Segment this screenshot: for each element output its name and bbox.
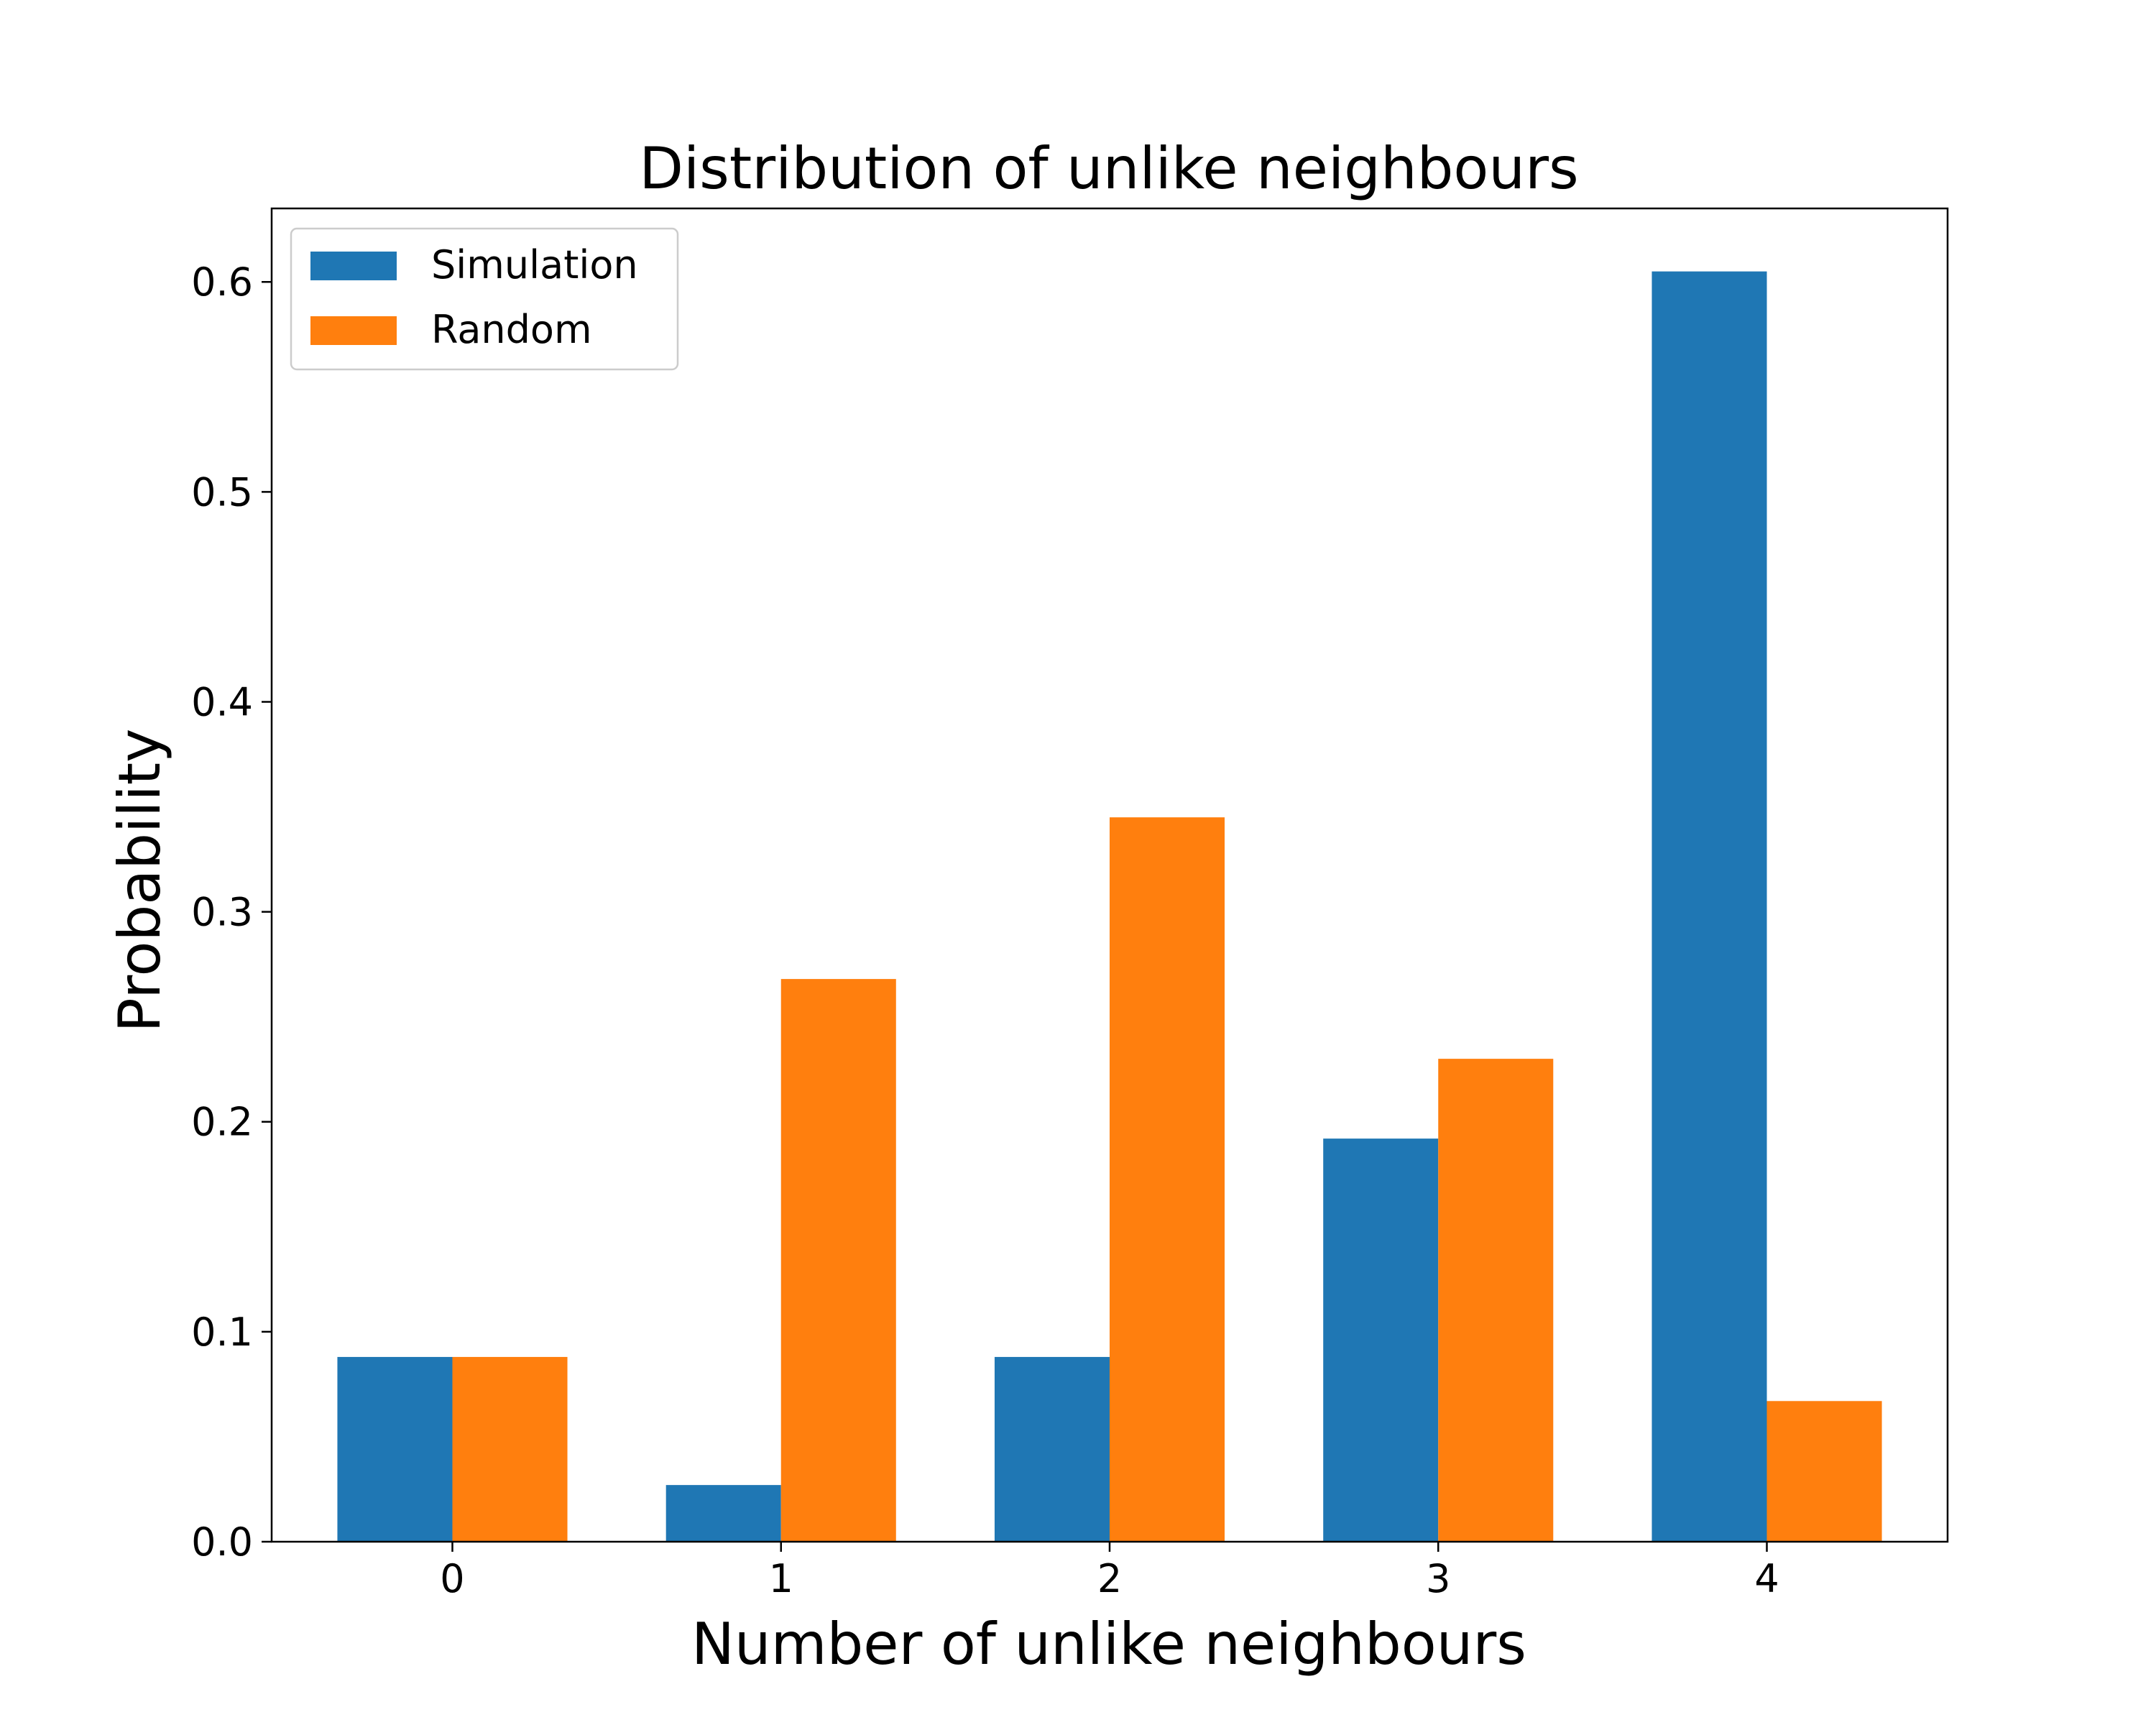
x-tick-label: 3 — [1426, 1556, 1450, 1601]
y-tick-label: 0.4 — [191, 679, 253, 724]
y-tick-label: 0.3 — [191, 890, 253, 935]
x-tick-label: 2 — [1097, 1556, 1122, 1601]
bar-simulation-0 — [337, 1356, 453, 1542]
plot-frame — [270, 207, 1949, 1543]
x-axis-ticks: 0 1 2 3 4 — [440, 1542, 1779, 1601]
y-axis-ticks: 0.0 0.1 0.2 0.3 0.4 0.5 0.6 — [191, 259, 272, 1565]
legend-label-random: Random — [431, 307, 592, 352]
legend: Simulation Random — [290, 227, 679, 371]
x-axis-label: Number of unlike neighbours — [691, 1611, 1526, 1678]
bar-random-1 — [780, 979, 896, 1542]
legend-swatch-simulation — [310, 252, 397, 280]
y-tick-label: 0.5 — [191, 469, 253, 515]
bar-random-4 — [1766, 1401, 1882, 1542]
x-tick-label: 1 — [769, 1556, 793, 1601]
legend-label-simulation: Simulation — [431, 242, 638, 288]
y-tick-label: 0.6 — [191, 259, 253, 305]
y-axis-label: Probability — [106, 729, 173, 1033]
legend-swatch-random — [310, 316, 397, 345]
bar-random-3 — [1438, 1059, 1554, 1542]
bars-group — [337, 271, 1882, 1542]
x-tick-label: 0 — [440, 1556, 464, 1601]
bar-simulation-2 — [994, 1356, 1110, 1542]
bar-random-2 — [1110, 817, 1225, 1542]
y-tick-label: 0.2 — [191, 1100, 253, 1145]
x-tick-label: 4 — [1754, 1556, 1779, 1601]
bar-simulation-4 — [1651, 271, 1767, 1542]
bar-random-0 — [452, 1356, 568, 1542]
bar-simulation-1 — [665, 1485, 781, 1542]
y-tick-label: 0.1 — [191, 1310, 253, 1355]
chart-title: Distribution of unlike neighbours — [639, 135, 1578, 202]
bar-simulation-3 — [1323, 1138, 1439, 1542]
y-tick-label: 0.0 — [191, 1519, 253, 1565]
